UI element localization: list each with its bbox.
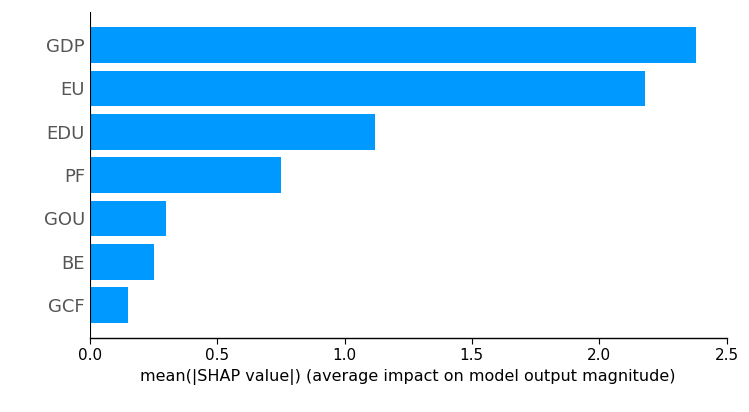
- Bar: [90, 70, 645, 106]
- Bar: [90, 201, 166, 236]
- Bar: [90, 244, 154, 280]
- Bar: [90, 27, 696, 63]
- Bar: [90, 114, 375, 150]
- Bar: [90, 288, 128, 323]
- X-axis label: mean(|SHAP value|) (average impact on model output magnitude): mean(|SHAP value|) (average impact on mo…: [141, 369, 676, 385]
- Bar: [90, 157, 281, 193]
